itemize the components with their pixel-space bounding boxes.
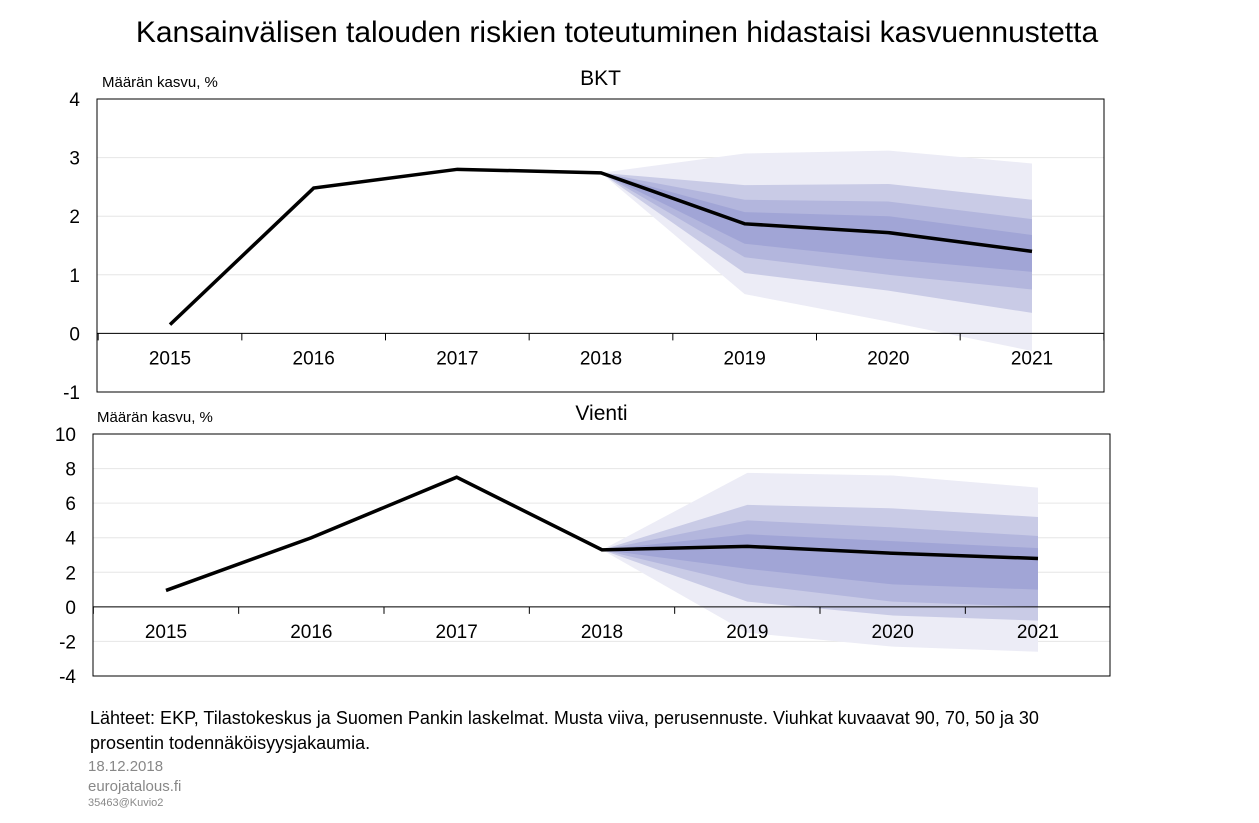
y-tick-label: 4 <box>69 90 80 111</box>
x-tick-label: 2019 <box>724 348 766 369</box>
y-tick-label: -2 <box>59 632 76 653</box>
baseline-forecast <box>168 167 1033 326</box>
chart-subtitle: Vienti <box>575 402 627 425</box>
notes: Lähteet: EKP, Tilastokeskus ja Suomen Pa… <box>90 708 1039 753</box>
y-tick-label: 10 <box>55 425 76 446</box>
y-axis-label: Määrän kasvu, % <box>97 409 213 426</box>
date: 18.12.2018 <box>88 758 164 775</box>
baseline-forecast <box>165 475 1039 593</box>
y-tick-label: 1 <box>69 266 80 287</box>
y-tick-label: 6 <box>65 494 76 515</box>
chart-subtitle: BKT <box>580 67 621 90</box>
plot-frame <box>96 98 1105 393</box>
plot-frame <box>92 433 1111 677</box>
x-tick-label: 2016 <box>290 622 332 643</box>
x-tick-label: 2017 <box>436 348 478 369</box>
x-tick-label: 2020 <box>867 348 909 369</box>
chart: Kansainvälisen talouden riskien toteutum… <box>55 16 1111 688</box>
x-tick-label: 2015 <box>149 348 191 369</box>
x-tick-label: 2019 <box>726 622 768 643</box>
y-tick-label: 2 <box>65 563 76 584</box>
x-tick-label: 2018 <box>580 348 622 369</box>
code: 35463@Kuvio2 <box>88 797 164 809</box>
y-tick-label: 4 <box>65 529 76 550</box>
x-tick-label: 2017 <box>436 622 478 643</box>
chart-title: Kansainvälisen talouden riskien toteutum… <box>136 16 1099 49</box>
y-tick-label: 8 <box>65 460 76 481</box>
y-tick-label: 2 <box>69 207 80 228</box>
y-tick-label: -4 <box>59 667 76 688</box>
y-tick-label: -1 <box>63 383 80 404</box>
x-tick-label: 2021 <box>1017 622 1059 643</box>
y-tick-label: 0 <box>65 598 76 619</box>
x-tick-label: 2021 <box>1011 348 1053 369</box>
x-tick-label: 2016 <box>293 348 335 369</box>
fan-band <box>601 172 1032 272</box>
x-tick-label: 2018 <box>581 622 623 643</box>
y-tick-label: 0 <box>69 324 80 345</box>
x-tick-label: 2020 <box>872 622 914 643</box>
site: eurojatalous.fi <box>88 778 182 795</box>
y-axis-label: Määrän kasvu, % <box>102 74 218 91</box>
y-tick-label: 3 <box>69 149 80 170</box>
x-tick-label: 2015 <box>145 622 187 643</box>
